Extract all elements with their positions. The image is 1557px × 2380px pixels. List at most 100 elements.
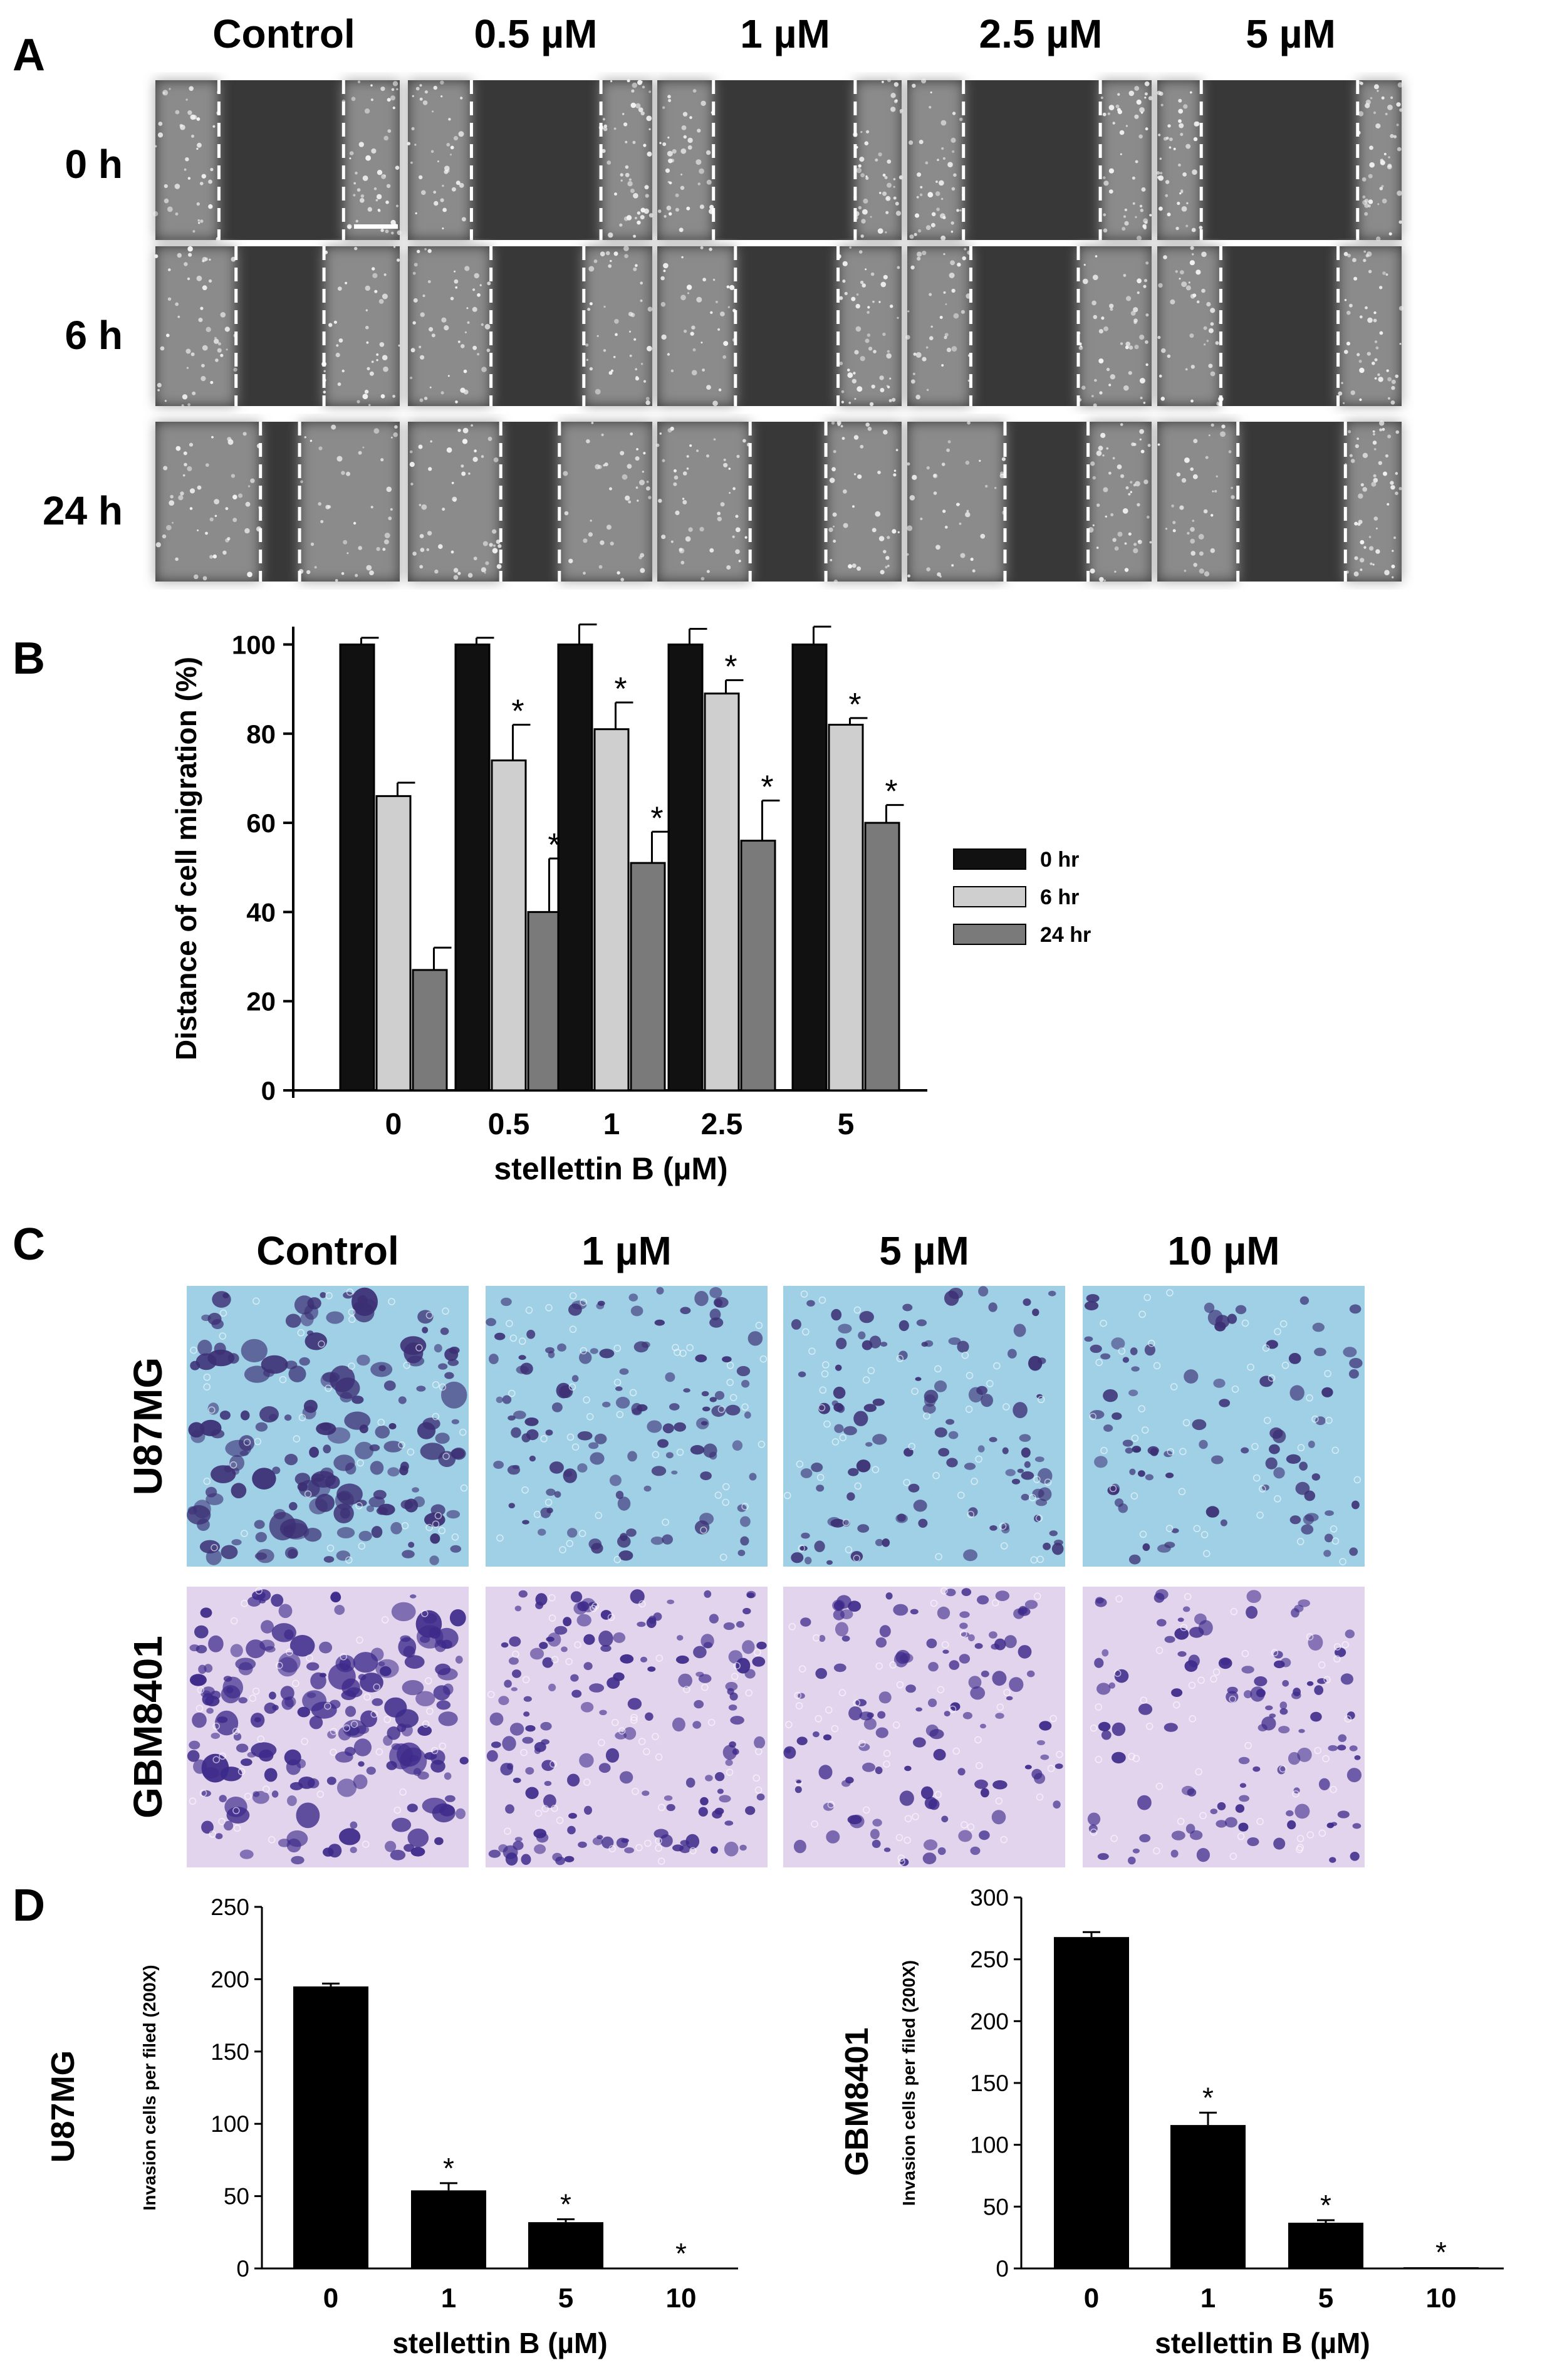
stained-cell: [1138, 1470, 1145, 1477]
stained-cell: [1241, 1447, 1249, 1454]
cell-speckle: [860, 173, 865, 177]
cell-speckle: [604, 462, 608, 467]
stained-cell: [523, 1711, 530, 1717]
stained-cell: [496, 1396, 503, 1403]
stained-cell: [944, 1711, 950, 1717]
cell-speckle: [1211, 514, 1214, 517]
stained-cell: [700, 1471, 712, 1481]
panel-d-letter: D: [13, 1881, 45, 1931]
stained-cell: [444, 1772, 452, 1780]
cell-speckle: [225, 538, 229, 543]
stained-cell: [383, 1735, 393, 1746]
cell-speckle: [1189, 333, 1194, 338]
cell-speckle: [637, 211, 641, 215]
cell-speckle: [729, 284, 735, 290]
stained-cell: [424, 1512, 445, 1527]
cell-speckle: [1134, 345, 1139, 350]
cell-speckle: [387, 98, 391, 102]
stained-cell: [1036, 1740, 1045, 1745]
membrane-pore: [399, 1788, 407, 1796]
cell-speckle: [700, 246, 704, 249]
cell-speckle: [1123, 274, 1127, 277]
cell-speckle: [1179, 505, 1184, 510]
cell-speckle: [440, 198, 444, 202]
stained-cell: [601, 1836, 614, 1849]
membrane-pore: [203, 1374, 211, 1381]
legend-label: 0 hr: [1040, 848, 1079, 872]
cell-speckle: [589, 302, 593, 306]
membrane-pore: [908, 1443, 916, 1451]
membrane-pore: [522, 1676, 530, 1684]
stained-cell: [434, 1344, 442, 1353]
stained-cell: [284, 1414, 292, 1421]
invasion-image: [187, 1286, 469, 1567]
bar: [740, 840, 776, 1092]
stained-cell: [924, 1394, 936, 1407]
cell-speckle: [613, 355, 616, 358]
membrane-pore: [1189, 1715, 1196, 1723]
cell-layer-right: [838, 246, 902, 406]
cell-speckle: [461, 464, 464, 468]
stained-cell: [685, 1777, 695, 1788]
stained-cell: [859, 1311, 874, 1323]
stained-cell: [1157, 1619, 1167, 1627]
wound-image: [408, 246, 653, 406]
cell-speckle: [1120, 474, 1125, 478]
cell-speckle: [202, 259, 205, 263]
cell-speckle: [1161, 348, 1166, 353]
cell-speckle: [932, 473, 938, 479]
cell-speckle: [907, 462, 910, 466]
cell-speckle: [1398, 220, 1402, 224]
cell-speckle: [907, 525, 913, 531]
membrane-pore: [237, 1768, 246, 1775]
stained-cell: [1306, 1681, 1314, 1686]
membrane-pore: [1314, 1746, 1321, 1755]
stained-cell: [417, 1310, 434, 1324]
cell-speckle: [456, 180, 461, 185]
stained-cell: [407, 1355, 425, 1367]
stained-cell: [1278, 1726, 1290, 1734]
membrane-pore: [796, 1460, 804, 1468]
wound-image: [905, 246, 1152, 407]
cell-speckle: [951, 346, 957, 352]
cell-speckle: [935, 180, 938, 183]
stained-cell: [420, 1443, 445, 1460]
cell-speckle: [586, 358, 589, 361]
membrane-pore: [1139, 1530, 1147, 1538]
stained-cell: [489, 1354, 499, 1365]
cell-speckle: [1194, 121, 1199, 127]
stained-cell: [502, 1736, 516, 1751]
membrane-pore: [189, 1797, 197, 1805]
membrane-pore: [897, 1854, 905, 1862]
stained-cell: [599, 1349, 615, 1359]
cell-speckle: [885, 231, 887, 234]
cell-speckle: [168, 268, 171, 271]
panel-c-column-label: 10 µM: [1167, 1228, 1279, 1273]
stained-cell: [319, 1641, 333, 1654]
membrane-pore: [895, 1834, 903, 1842]
membrane-pore: [662, 1518, 669, 1526]
cell-speckle: [1167, 124, 1171, 128]
stained-cell: [563, 1617, 572, 1627]
membrane-pore: [630, 1713, 638, 1721]
cell-speckle: [1380, 159, 1384, 162]
cell-speckle: [926, 567, 930, 572]
cell-speckle: [840, 425, 843, 427]
membrane-pore: [754, 1649, 761, 1656]
cell-speckle: [1167, 354, 1171, 358]
cell-speckle: [1386, 369, 1389, 372]
cell-speckle: [489, 543, 493, 547]
cell-speckle: [867, 333, 871, 337]
cell-speckle: [1156, 171, 1160, 175]
stained-cell: [1177, 1651, 1187, 1657]
cell-speckle: [914, 213, 920, 218]
cell-speckle: [477, 353, 480, 356]
cell-speckle: [463, 369, 467, 373]
cell-speckle: [1157, 90, 1162, 95]
stained-cell: [700, 1421, 708, 1426]
membrane-pore: [1130, 1492, 1138, 1500]
cell-speckle: [1399, 343, 1402, 345]
cell-speckle: [628, 500, 632, 504]
cell-speckle: [424, 397, 428, 400]
stained-cell: [826, 1830, 840, 1844]
